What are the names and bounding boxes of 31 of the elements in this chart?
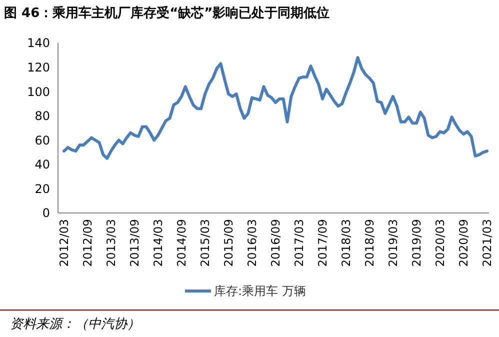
x-tick-label: 2013/09: [128, 219, 142, 267]
legend-label: 库存:乘用车 万辆: [214, 284, 306, 298]
x-tick-label: 2015/09: [222, 219, 236, 267]
y-tick-label: 100: [27, 84, 50, 99]
y-tick-label: 120: [27, 60, 50, 74]
x-tick-label: 2019/09: [410, 219, 424, 267]
y-tick-label: 140: [27, 36, 50, 50]
x-tick-label: 2012/09: [80, 219, 95, 267]
x-tick-label: 2013/03: [104, 219, 118, 267]
x-tick-label: 2017/03: [292, 219, 306, 267]
y-tick-label: 20: [34, 182, 50, 196]
x-tick-label: 2018/09: [362, 219, 377, 267]
line-series: [62, 56, 488, 160]
chart-title: 图 46：乘用车主机厂库存受“缺芯”影响已处于同期低位: [4, 5, 330, 21]
x-tick-label: 2012/03: [57, 219, 72, 267]
x-tick-label: 2019/03: [386, 219, 400, 267]
x-tick-label: 2020/09: [456, 219, 471, 267]
x-tick-label: 2016/03: [245, 219, 260, 267]
x-tick-label: 2017/09: [316, 219, 330, 267]
x-tick-label: 2016/09: [268, 219, 283, 267]
x-tick-label: 2018/03: [339, 219, 354, 267]
x-tick-label: 2015/03: [198, 219, 212, 267]
x-tick-label: 2014/09: [174, 219, 189, 267]
y-tick-label: 40: [34, 158, 50, 172]
x-tick-label: 2020/03: [433, 219, 448, 267]
y-tick-label: 80: [34, 109, 50, 124]
text: 资料来源：（中汽协）: [10, 317, 140, 332]
x-tick-label: 2014/03: [151, 219, 166, 267]
x-tick-label: 2021/03: [480, 219, 494, 267]
y-tick-label: 0: [42, 206, 50, 220]
y-tick-label: 60: [34, 133, 50, 148]
